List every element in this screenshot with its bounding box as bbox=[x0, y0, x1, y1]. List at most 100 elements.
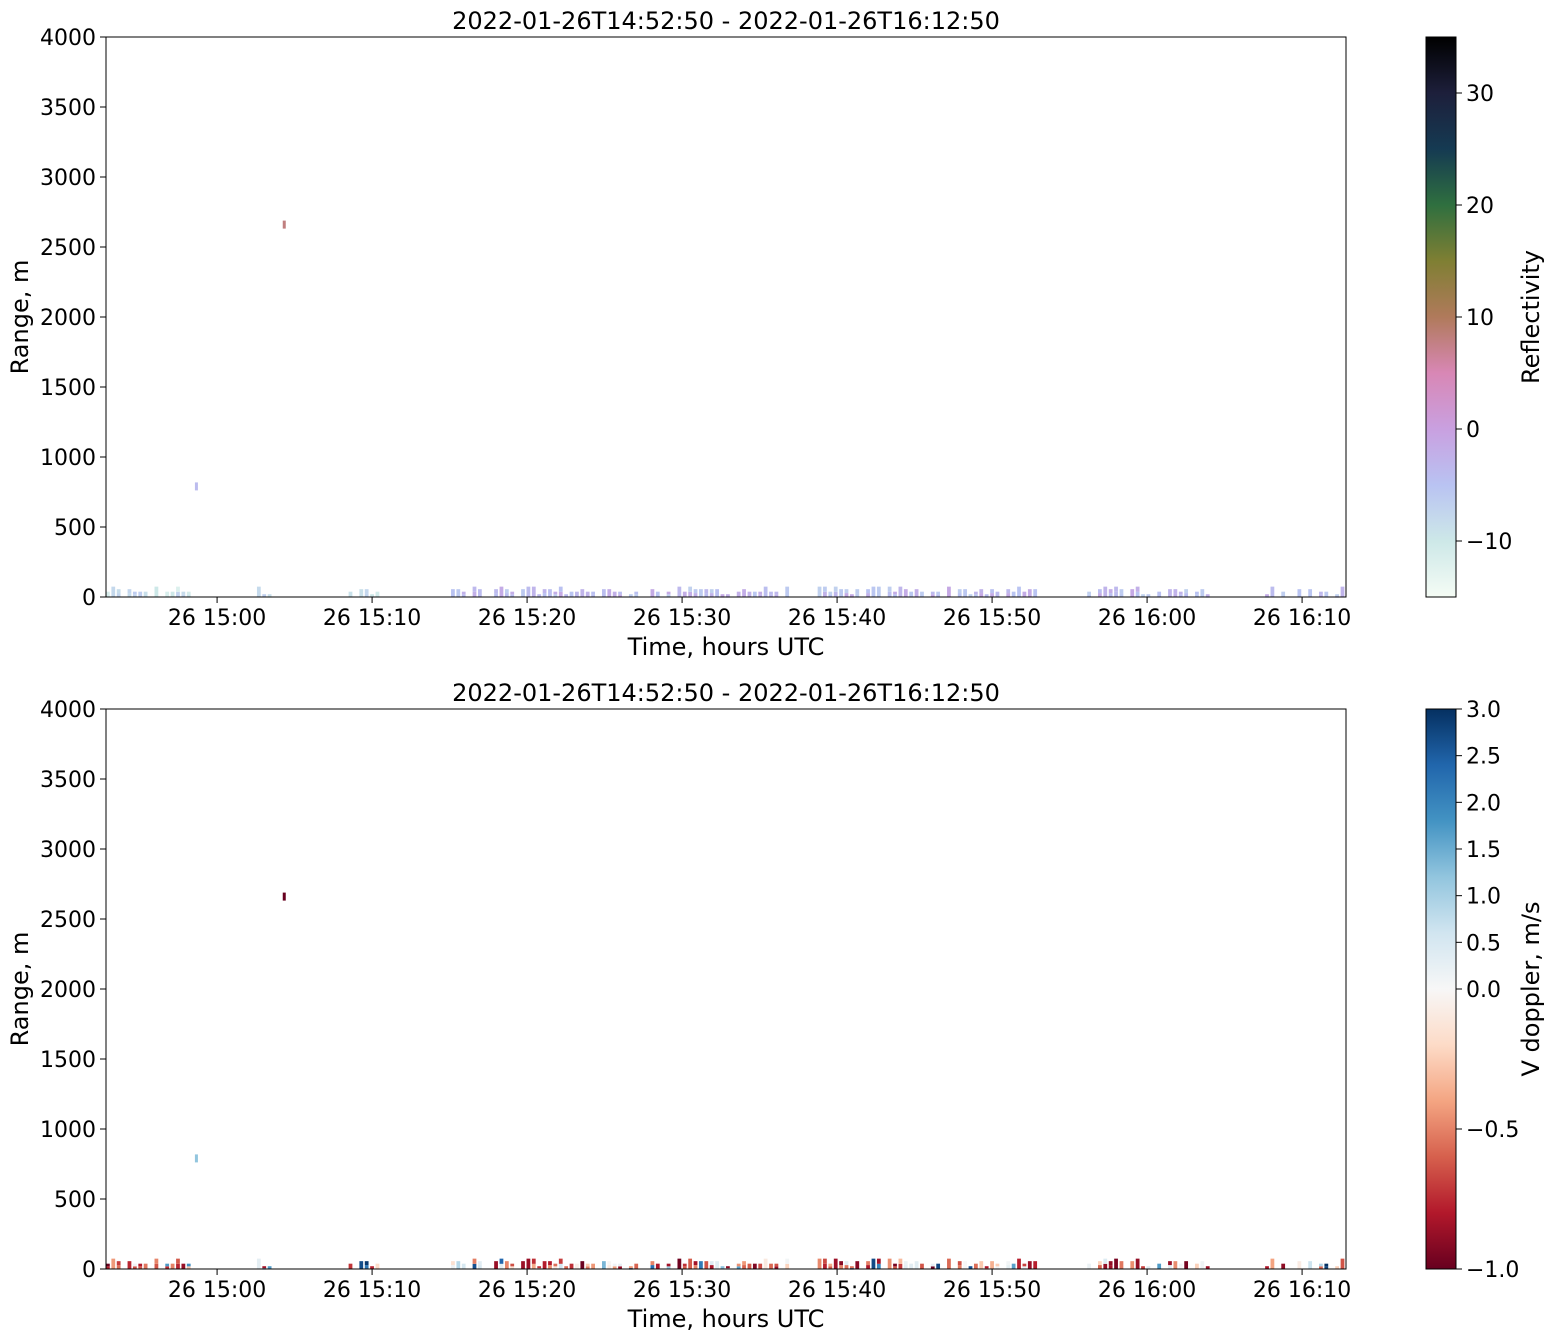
echo-cell bbox=[526, 586, 531, 597]
y-tick: 1500 bbox=[40, 376, 106, 401]
echo-cell bbox=[585, 1263, 590, 1267]
echo-cell bbox=[871, 586, 876, 597]
colorbar-tick-label: −10 bbox=[1466, 530, 1512, 555]
x-tick: 26 15:20 bbox=[478, 1269, 576, 1303]
echo-cell bbox=[957, 589, 962, 594]
echo-cell bbox=[575, 591, 579, 597]
echo-cell bbox=[1184, 1261, 1189, 1269]
echo-cell bbox=[1114, 1258, 1118, 1269]
echo-cell bbox=[682, 1266, 687, 1269]
echo-cell bbox=[742, 1265, 746, 1269]
echo-cell bbox=[823, 586, 827, 592]
echo-cell bbox=[893, 591, 897, 595]
echo-cell bbox=[693, 1265, 698, 1269]
echo-cell bbox=[666, 1266, 671, 1269]
echo-cell bbox=[984, 1266, 989, 1269]
echo-cell bbox=[472, 586, 477, 592]
echo-cell bbox=[348, 1263, 353, 1269]
echo-cell bbox=[893, 1266, 897, 1269]
echo-cell bbox=[693, 1261, 698, 1266]
echo-cell bbox=[1265, 594, 1269, 597]
echo-cell bbox=[736, 1263, 741, 1267]
echo-cell bbox=[774, 594, 779, 597]
echo-cell bbox=[1200, 1261, 1205, 1269]
echo-cell bbox=[876, 1258, 881, 1264]
data-cells bbox=[106, 1258, 1345, 1270]
colorbar-ticks: −1.0 −0.5 0.0 0.5 1.0 1.5 2.0 2.5 3.0 bbox=[1456, 698, 1519, 1283]
x-axis-ticks: 26 15:00 26 15:10 26 15:20 26 15:30 26 15:40… bbox=[168, 597, 1351, 631]
echo-cell bbox=[181, 591, 186, 595]
echo-cell bbox=[456, 1261, 461, 1269]
echo-cell bbox=[1033, 589, 1038, 597]
colorbar-doppler bbox=[1425, 708, 1457, 1270]
echo-cell bbox=[542, 589, 547, 594]
echo-cell bbox=[979, 589, 984, 594]
echo-cell bbox=[1319, 594, 1323, 597]
echo-cell bbox=[990, 589, 994, 594]
echo-cell bbox=[456, 589, 461, 597]
echo-cell bbox=[1006, 1261, 1011, 1266]
echo-cell bbox=[1297, 589, 1302, 597]
echo-cell bbox=[634, 591, 639, 595]
colorbar-tick-label: 30 bbox=[1466, 82, 1494, 107]
echo-cell bbox=[542, 1261, 547, 1269]
echo-cell bbox=[898, 1263, 903, 1269]
echo-cell bbox=[461, 1263, 466, 1269]
echo-cell bbox=[375, 1263, 380, 1267]
echo-cell bbox=[591, 594, 595, 597]
echo-cell bbox=[957, 1265, 962, 1269]
echo-cell bbox=[176, 586, 180, 592]
echo-cell bbox=[612, 591, 617, 597]
echo-cell bbox=[1173, 593, 1178, 597]
x-tick-label: 26 15:50 bbox=[943, 606, 1041, 631]
echo-cell bbox=[575, 1263, 579, 1269]
echo-cell bbox=[995, 1266, 1000, 1269]
echo-cell bbox=[472, 1263, 477, 1269]
echo-cell bbox=[850, 594, 854, 597]
echo-cell bbox=[531, 1263, 536, 1269]
echo-cell bbox=[1103, 1258, 1108, 1264]
echo-cell bbox=[143, 1263, 148, 1269]
echo-cell bbox=[688, 591, 693, 597]
echo-cell bbox=[138, 591, 143, 597]
x-tick: 26 15:00 bbox=[168, 1269, 266, 1303]
echo-cell bbox=[262, 594, 267, 597]
echo-cell bbox=[930, 591, 935, 595]
echo-cell bbox=[785, 1263, 790, 1269]
echo-cell bbox=[844, 589, 849, 594]
echo-cell bbox=[154, 586, 159, 597]
echo-cell bbox=[510, 591, 515, 595]
echo-cell bbox=[974, 594, 978, 597]
y-tick: 4000 bbox=[40, 26, 106, 51]
echo-cell bbox=[1184, 589, 1189, 594]
echo-cell bbox=[914, 1261, 919, 1269]
echo-cell bbox=[186, 591, 191, 595]
echo-cell bbox=[504, 593, 509, 597]
colorbar-tick-label: 1.0 bbox=[1466, 885, 1501, 910]
echo-cell bbox=[709, 589, 714, 594]
echo-cell bbox=[715, 589, 719, 597]
echo-cell bbox=[1324, 1266, 1329, 1269]
x-tick-label: 26 15:30 bbox=[633, 1278, 731, 1303]
echo-cell bbox=[893, 594, 897, 597]
echo-cell bbox=[699, 589, 703, 597]
echo-cell bbox=[138, 1266, 143, 1269]
echo-cell bbox=[887, 591, 892, 597]
echo-cell bbox=[1022, 591, 1027, 597]
echo-cell bbox=[1173, 1261, 1178, 1269]
chart-title: 2022-01-26T14:52:50 - 2022-01-26T16:12:5… bbox=[452, 7, 1000, 35]
echo-cell bbox=[364, 1265, 369, 1269]
echo-cell bbox=[693, 593, 698, 597]
echo-cell bbox=[537, 1266, 542, 1269]
echo-cell bbox=[974, 591, 978, 595]
colorbar-tick: 30 bbox=[1456, 82, 1494, 107]
echo-cell bbox=[1098, 1265, 1102, 1269]
x-tick: 26 15:40 bbox=[788, 597, 886, 631]
echo-cell bbox=[1017, 1258, 1021, 1269]
colorbar-tick-label: −1.0 bbox=[1466, 1258, 1519, 1283]
echo-cell bbox=[1146, 1266, 1151, 1269]
echo-cell bbox=[451, 1265, 455, 1269]
echo-cell bbox=[116, 1261, 121, 1266]
echo-cell bbox=[1319, 591, 1323, 595]
y-tick-label: 4000 bbox=[40, 698, 96, 723]
